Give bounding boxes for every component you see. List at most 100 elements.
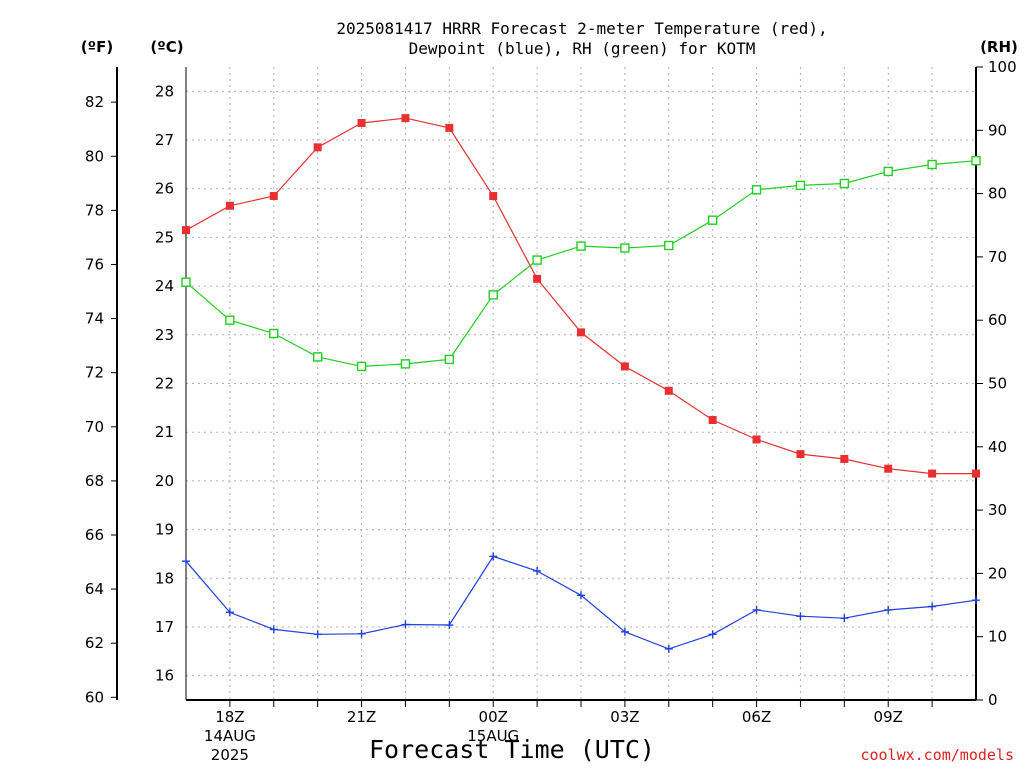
celsius-tick-label: 24 xyxy=(155,277,174,295)
dewpoint-point xyxy=(445,621,454,630)
x-tick-label: 06Z xyxy=(742,708,771,726)
rh-tick-label: 40 xyxy=(988,438,1007,456)
dewpoint-point xyxy=(620,627,629,636)
celsius-tick-label: 27 xyxy=(155,131,174,149)
fahrenheit-tick-label: 74 xyxy=(85,310,104,328)
dewpoint-point xyxy=(533,566,542,575)
fahrenheit-tick-label: 60 xyxy=(85,688,104,706)
temperature-point xyxy=(533,274,542,283)
x-axis-label: Forecast Time (UTC) xyxy=(369,735,655,764)
rh-point xyxy=(664,240,674,251)
celsius-tick-label: 17 xyxy=(155,618,174,636)
dewpoint-series xyxy=(182,552,980,653)
celsius-tick-label: 23 xyxy=(155,326,174,344)
rh-tick-label: 10 xyxy=(988,628,1007,646)
rh-point xyxy=(971,155,981,166)
rh-point xyxy=(795,180,806,191)
rh-point xyxy=(181,277,191,287)
dewpoint-point xyxy=(577,591,585,600)
x-tick-label: 03Z xyxy=(610,708,639,726)
rh-point xyxy=(839,178,850,189)
temperature-point xyxy=(489,192,498,201)
temperature-point xyxy=(401,114,410,123)
rh-point xyxy=(620,243,630,253)
dewpoint-point xyxy=(840,614,849,623)
fahrenheit-tick-label: 78 xyxy=(85,201,104,219)
rh-point xyxy=(576,241,586,251)
celsius-tick-label: 28 xyxy=(155,82,174,100)
rh-tick-label: 30 xyxy=(988,501,1007,519)
dewpoint-point xyxy=(708,630,717,639)
fahrenheit-tick-label: 64 xyxy=(85,580,104,598)
fahrenheit-tick-label: 82 xyxy=(85,93,104,111)
temperature-point xyxy=(357,118,366,127)
dewpoint-point xyxy=(357,629,366,638)
rh-unit-label: (RH) xyxy=(980,38,1018,56)
temperature-point xyxy=(225,201,234,210)
x-tick-label: 00Z xyxy=(479,708,508,726)
temperature-point xyxy=(928,469,937,478)
dewpoint-point xyxy=(489,552,498,561)
rh-tick-label: 20 xyxy=(988,564,1007,582)
temperature-point xyxy=(664,386,673,395)
rh-point xyxy=(444,354,455,365)
dewpoint-point xyxy=(752,605,761,614)
rh-tick-label: 60 xyxy=(988,311,1007,329)
celsius-tick-label: 22 xyxy=(155,375,174,393)
temperature-point xyxy=(972,469,980,478)
temperature-point xyxy=(620,362,629,371)
rh-point xyxy=(312,352,323,362)
x-tick-label: 18Z xyxy=(215,708,244,726)
dewpoint-point xyxy=(928,602,937,611)
rh-point xyxy=(225,315,235,325)
rh-tick-label: 50 xyxy=(988,375,1007,393)
series-layer xyxy=(181,114,981,653)
temperature-point xyxy=(884,464,893,473)
fahrenheit-tick-label: 72 xyxy=(85,364,104,382)
rh-point xyxy=(488,290,498,300)
fahrenheit-tick-label: 66 xyxy=(85,526,104,544)
dewpoint-point xyxy=(225,608,234,617)
chart-title-line-2: Dewpoint (blue), RH (green) for KOTM xyxy=(409,39,756,58)
celsius-tick-label: 25 xyxy=(155,228,174,246)
credit-text: coolwx.com/models xyxy=(860,746,1014,764)
rh-point xyxy=(269,328,279,339)
fahrenheit-unit-label: (ºF) xyxy=(81,38,113,56)
celsius-tick-label: 26 xyxy=(155,180,174,198)
rh-point xyxy=(883,166,893,177)
dewpoint-point xyxy=(182,557,190,566)
fahrenheit-tick-label: 68 xyxy=(85,472,104,490)
rh-tick-label: 90 xyxy=(988,121,1007,139)
x-tick-sublabel: 14AUG xyxy=(204,727,256,745)
temperature-point xyxy=(445,123,454,132)
rh-tick-label: 100 xyxy=(988,58,1017,76)
celsius-tick-label: 19 xyxy=(155,521,174,539)
fahrenheit-tick-label: 70 xyxy=(85,418,104,436)
dewpoint-point xyxy=(972,596,980,605)
rh-point xyxy=(356,361,367,372)
celsius-tick-label: 21 xyxy=(155,423,174,441)
temperature-point xyxy=(269,192,278,201)
dewpoint-point xyxy=(313,630,322,639)
x-tick-sublabel: 15AUG xyxy=(467,727,519,745)
fahrenheit-tick-label: 76 xyxy=(85,255,104,273)
rh-point xyxy=(532,255,542,265)
rh-point xyxy=(751,185,762,195)
rh-tick-label: 70 xyxy=(988,248,1007,266)
rh-point xyxy=(707,215,718,225)
celsius-tick-label: 18 xyxy=(155,569,174,587)
temperature-point xyxy=(840,454,849,463)
temperature-series xyxy=(182,114,980,478)
dewpoint-point xyxy=(269,625,278,634)
celsius-tick-label: 16 xyxy=(155,667,174,685)
temperature-point xyxy=(313,143,322,152)
dewpoint-point xyxy=(401,620,410,629)
fahrenheit-tick-label: 80 xyxy=(85,147,104,165)
celsius-tick-label: 20 xyxy=(155,472,174,490)
rh-tick-label: 0 xyxy=(988,691,998,709)
temperature-point xyxy=(577,328,585,337)
temperature-point xyxy=(752,435,761,444)
dewpoint-point xyxy=(664,644,673,653)
